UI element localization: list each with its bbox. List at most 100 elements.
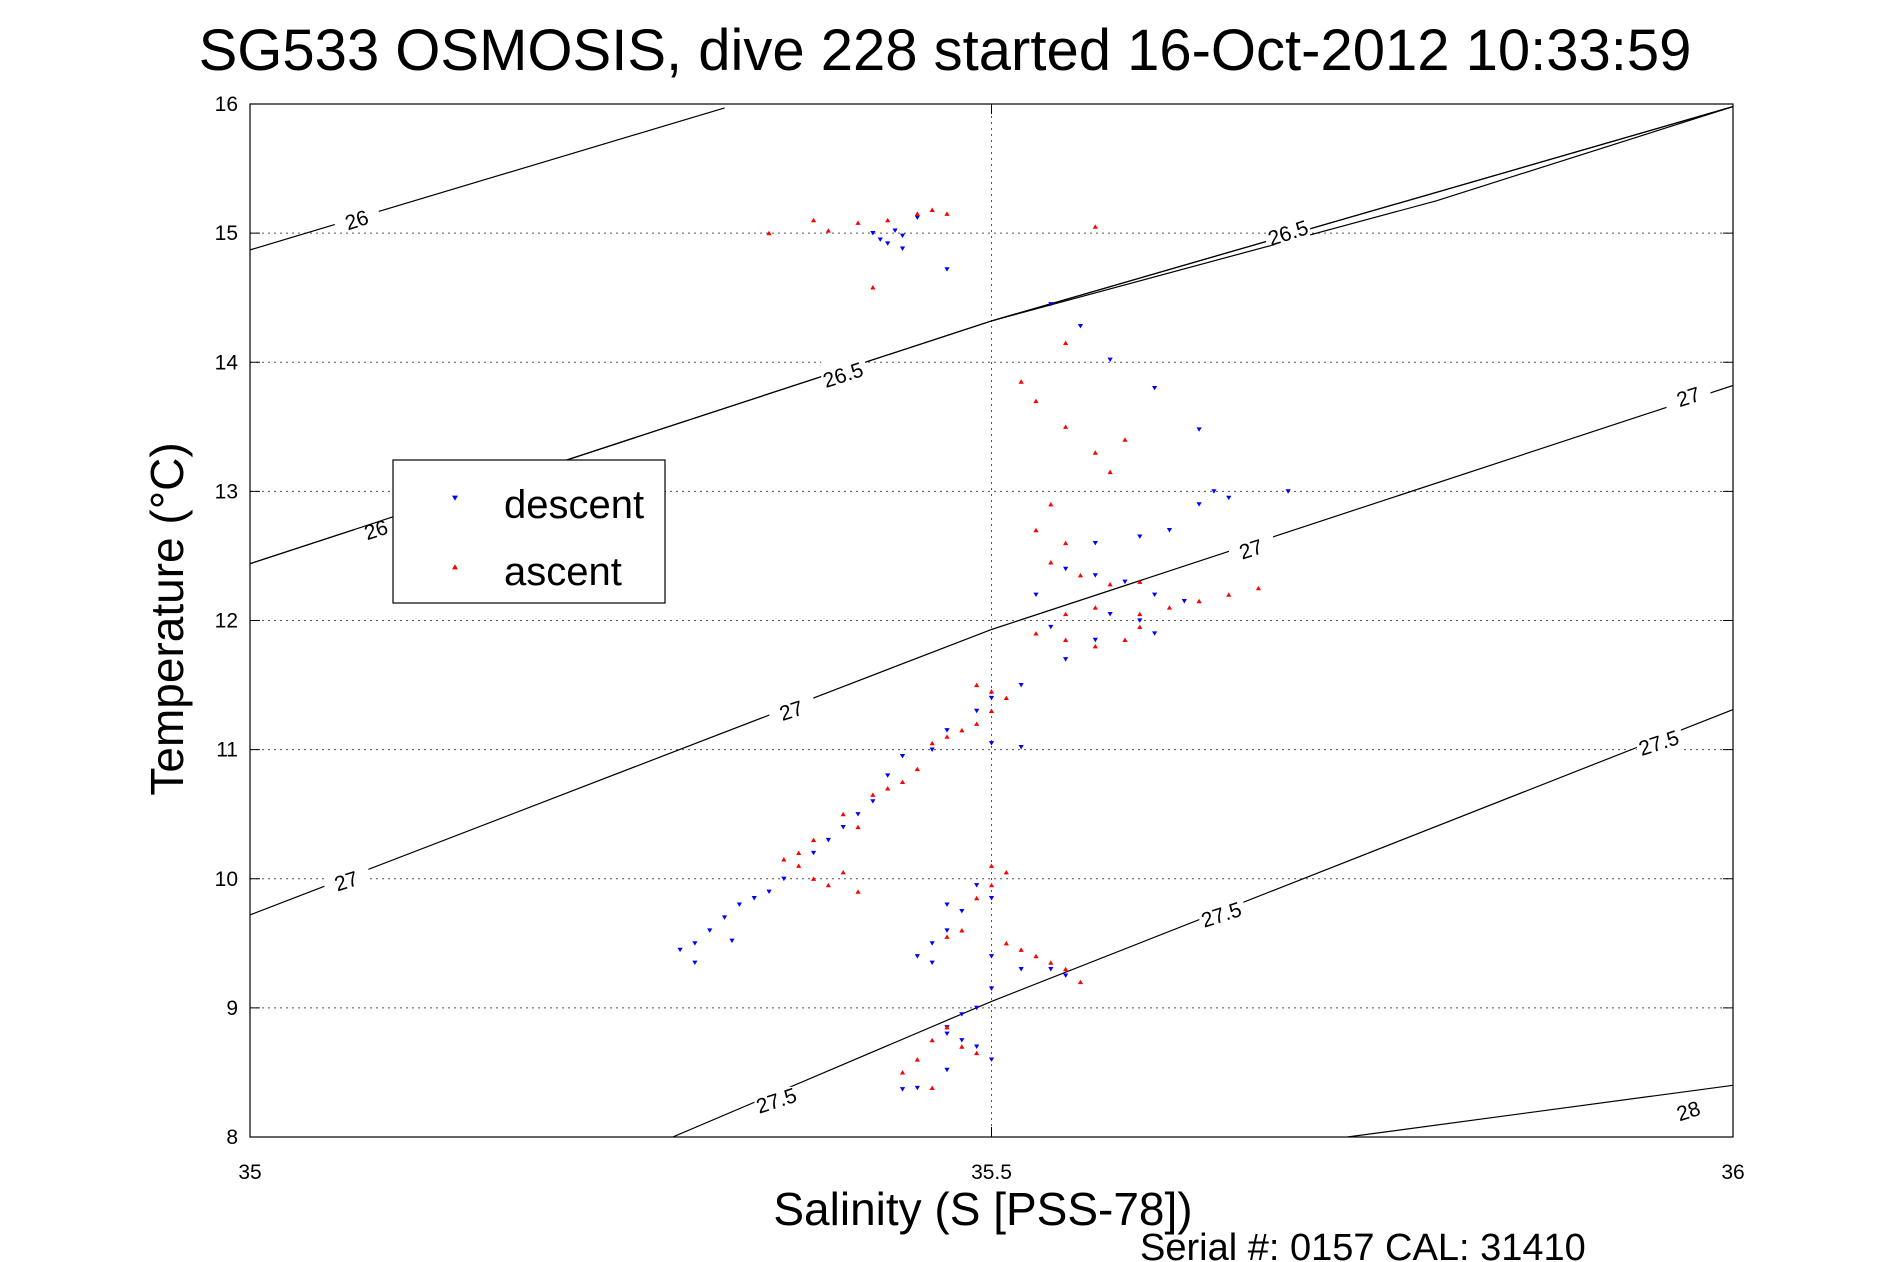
data-point-descent <box>1152 631 1158 636</box>
data-point-ascent <box>885 786 891 791</box>
x-tick-label: 35.5 <box>971 1161 1012 1184</box>
contour-label-background <box>354 516 399 543</box>
data-point-descent <box>988 954 995 959</box>
data-point-descent <box>988 695 995 701</box>
data-point-ascent <box>810 837 817 843</box>
data-point-descent <box>877 237 883 242</box>
data-point-descent <box>944 1031 950 1037</box>
data-point-ascent <box>974 895 980 901</box>
data-point-ascent <box>781 857 787 862</box>
data-point-descent <box>781 876 787 882</box>
data-point-descent <box>1285 489 1291 494</box>
data-point-ascent <box>1033 527 1039 533</box>
data-point-ascent <box>944 934 950 939</box>
data-point-descent <box>1018 967 1024 972</box>
data-point-ascent <box>944 734 950 739</box>
data-point-ascent <box>796 863 802 868</box>
data-point-descent <box>1092 540 1098 546</box>
data-point-ascent <box>1077 572 1084 578</box>
data-point-descent <box>825 837 831 843</box>
grid-lines <box>250 104 1733 1137</box>
data-point-descent <box>840 825 846 830</box>
data-point-ascent <box>914 1057 920 1062</box>
data-point-descent <box>899 1087 906 1092</box>
data-point-descent <box>766 889 772 895</box>
legend-descent-label: descent <box>504 483 644 527</box>
data-point-descent <box>988 986 995 991</box>
density-contour-line <box>250 107 725 251</box>
data-point-ascent <box>1107 469 1113 475</box>
contour-label-background <box>754 1086 799 1113</box>
data-point-descent <box>1092 637 1098 643</box>
data-point-ascent <box>1122 637 1128 642</box>
data-point-ascent <box>974 721 980 726</box>
data-point-ascent <box>929 207 935 212</box>
data-point-ascent <box>1092 643 1098 649</box>
data-point-descent <box>1077 324 1084 329</box>
contour-label-background <box>1636 729 1681 756</box>
serial-cal-footer: Serial #: 0157 CAL: 31410 <box>1140 1227 1586 1262</box>
data-point-ascent <box>1063 340 1069 345</box>
data-point-descent <box>974 883 980 888</box>
x-axis-label: Salinity (S [PSS-78]) <box>773 1183 1192 1235</box>
data-point-descent <box>988 1057 995 1062</box>
data-point-ascent <box>1137 579 1143 584</box>
data-point-descent <box>1122 579 1128 585</box>
data-point-descent <box>692 960 698 966</box>
data-point-descent <box>914 215 920 220</box>
data-point-ascent <box>1048 501 1054 507</box>
data-point-ascent <box>1226 592 1232 597</box>
data-point-ascent <box>840 811 846 817</box>
density-contour-line <box>250 384 1733 916</box>
data-point-ascent <box>1077 979 1084 985</box>
data-point-ascent <box>1092 605 1098 610</box>
data-point-descent <box>944 928 950 933</box>
data-point-descent <box>1063 973 1069 978</box>
data-point-descent <box>1092 573 1098 578</box>
data-point-descent <box>944 267 950 272</box>
density-contour-line <box>1347 1084 1733 1137</box>
data-point-descent <box>1226 495 1232 501</box>
chart-title: SG533 OSMOSIS, dive 228 started 16-Oct-2… <box>199 18 1692 83</box>
data-point-descent <box>1211 489 1217 494</box>
legend-ascent-marker <box>452 564 458 570</box>
data-point-descent <box>1063 566 1069 572</box>
data-point-ascent <box>929 1085 935 1091</box>
data-point-descent <box>870 231 876 236</box>
data-point-descent <box>959 1038 965 1043</box>
data-point-ascent <box>899 779 906 784</box>
contour-label-background <box>324 867 369 894</box>
data-point-descent <box>751 896 757 901</box>
data-point-descent <box>1063 657 1069 662</box>
y-tick-label: 11 <box>216 739 238 762</box>
y-tick-label: 8 <box>226 1126 238 1149</box>
data-point-descent <box>914 1085 920 1091</box>
data-point-ascent <box>1003 869 1009 875</box>
data-point-ascent <box>988 882 995 888</box>
data-point-ascent <box>885 217 891 223</box>
data-point-descent <box>1196 502 1202 507</box>
data-point-descent <box>810 850 817 856</box>
data-point-ascent <box>959 1044 965 1049</box>
data-points <box>677 207 1291 1092</box>
data-point-ascent <box>810 217 817 223</box>
legend-box <box>392 459 666 604</box>
data-point-descent <box>1018 682 1024 688</box>
data-point-ascent <box>959 727 965 733</box>
density-contour-line <box>991 106 1733 322</box>
data-point-ascent <box>1033 953 1039 959</box>
data-point-ascent <box>899 1070 906 1075</box>
data-point-descent <box>1166 528 1173 533</box>
data-point-ascent <box>944 1024 950 1030</box>
contour-label-background <box>334 206 379 233</box>
data-point-descent <box>892 228 898 233</box>
data-point-descent <box>899 754 906 759</box>
data-point-ascent <box>855 824 861 830</box>
data-point-descent <box>974 708 980 714</box>
y-tick-label: 16 <box>215 93 238 116</box>
data-point-descent <box>1048 302 1054 307</box>
data-point-ascent <box>1018 379 1024 384</box>
data-point-ascent <box>825 228 831 233</box>
